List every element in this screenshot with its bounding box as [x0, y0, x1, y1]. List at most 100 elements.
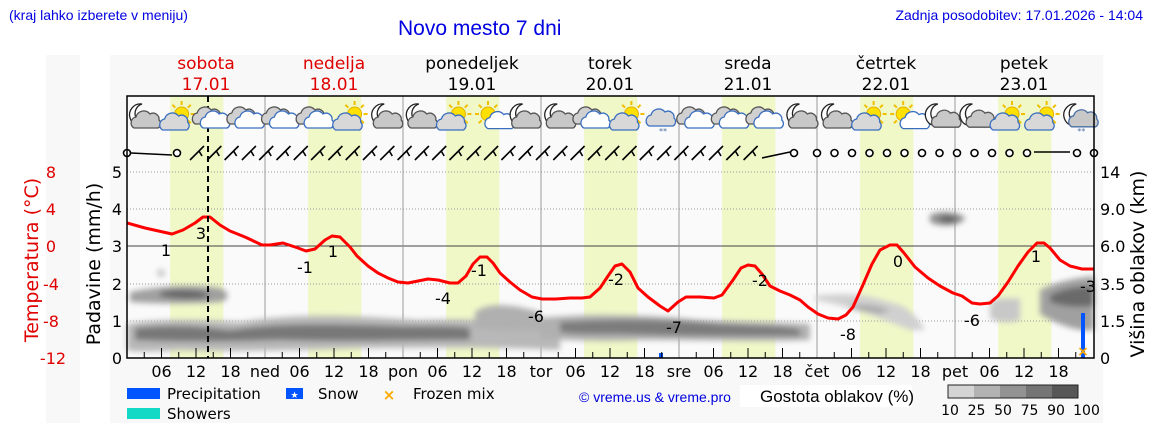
temp-annotation: -8: [840, 325, 856, 344]
day-date: 19.01: [448, 75, 497, 95]
temp-axis-panel: [46, 55, 80, 423]
day-name: sreda: [724, 54, 771, 74]
temp-annotation: 1: [161, 241, 171, 260]
moonsnow-weather-icon: **: [1063, 103, 1099, 136]
temp-annotation: -1: [471, 261, 487, 280]
moon-weather-icon: [820, 103, 854, 129]
weather-icons-row: ** **: [128, 101, 1099, 136]
svg-text:2: 2: [112, 275, 122, 294]
moon-weather-icon: [786, 103, 819, 129]
moon-weather-icon: [128, 103, 162, 129]
temp-annotation: 1: [328, 242, 338, 261]
temp-annotation: -3: [1080, 277, 1096, 296]
svg-text:50: 50: [994, 403, 1012, 419]
temp-annotation: 1: [1031, 247, 1041, 266]
svg-text:4: 4: [112, 200, 122, 219]
svg-text:1.5: 1.5: [1100, 312, 1125, 331]
sun-weather-icon: [159, 101, 195, 131]
copyright: © vreme.us & vreme.pro: [579, 389, 731, 405]
x-hour-label: 12: [186, 362, 206, 381]
svg-text:5: 5: [112, 163, 122, 182]
day-name: sobota: [177, 54, 235, 74]
cloud-weather-icon: [260, 106, 300, 129]
precip-axis-ticks: 5 4 3 2 1 0: [112, 163, 122, 368]
cloud-height-ticks: 14 9.0 6.0 3.5 1.5 0: [1100, 163, 1125, 368]
cloud-weather-icon: [676, 106, 715, 129]
x-hour-label: 18: [910, 362, 930, 381]
x-hour-label: 12: [324, 362, 344, 381]
sun-weather-icon: [435, 101, 472, 131]
x-hour-label: 12: [876, 362, 896, 381]
svg-text:-8: -8: [43, 312, 59, 331]
svg-text:0: 0: [1100, 349, 1110, 368]
x-hour-label: 18: [772, 362, 792, 381]
temp-annotation: -7: [666, 318, 682, 337]
x-day-label: ned: [250, 362, 280, 381]
svg-text:3: 3: [112, 237, 122, 256]
svg-text:1: 1: [112, 312, 122, 331]
cloud-axis-label: Višina oblakov (km): [1127, 171, 1149, 358]
moonsmall-weather-icon: [924, 103, 962, 128]
svg-text:14: 14: [1100, 163, 1120, 182]
x-hour-label: 12: [600, 362, 620, 381]
temp-axis-label: Temperatura (°C): [21, 178, 43, 343]
x-day-label: sre: [667, 362, 691, 381]
density-ticks: 10 25 50 75 90 100: [941, 403, 1100, 419]
x-hour-label: 18: [496, 362, 516, 381]
temp-axis-ticks: 8 4 0 -4 -8 -12: [40, 163, 66, 368]
moon-weather-icon: [405, 103, 438, 129]
x-hour-label: 06: [427, 362, 447, 381]
x-day-label: tor: [530, 362, 553, 381]
day-name: torek: [588, 54, 632, 74]
x-hour-label: 12: [1014, 362, 1034, 381]
temp-annotation: -2: [752, 271, 768, 290]
day-date: 17.01: [182, 75, 231, 95]
svg-text:-4: -4: [43, 275, 59, 294]
x-day-label: čet: [805, 362, 830, 381]
svg-text:-12: -12: [40, 349, 66, 368]
precipitation-bar: [659, 353, 663, 358]
x-hour-label: 06: [979, 362, 999, 381]
showers-swatch: [127, 408, 160, 419]
precipitation-swatch: [127, 388, 160, 399]
x-hour-label: 12: [738, 362, 758, 381]
moon-weather-icon: [544, 103, 577, 129]
x-hour-label: 06: [151, 362, 171, 381]
density-title: Gostota oblakov (%): [760, 387, 914, 406]
sunsmall-weather-icon: [890, 101, 931, 130]
sun-weather-icon: [851, 101, 887, 131]
day-date: 18.01: [310, 75, 359, 95]
temp-annotation: -6: [528, 307, 544, 326]
legend: Precipitation Showers ★ Snow × Frozen mi…: [127, 384, 1100, 423]
sun-weather-icon: [332, 101, 368, 131]
moon-weather-icon: [509, 103, 542, 129]
x-hour-label: 18: [220, 362, 240, 381]
cloud-weather-icon: [745, 106, 784, 129]
day-date: 21.01: [724, 75, 773, 95]
day-date: 22.01: [862, 75, 911, 95]
legend-snow: Snow: [318, 385, 358, 403]
temp-annotation: -1: [297, 258, 313, 277]
precip-axis-label: Padavine (mm/h): [83, 183, 105, 346]
day-name: petek: [1000, 54, 1048, 74]
frozen-mix-icon: ×: [383, 386, 396, 404]
sun-weather-icon: [1024, 101, 1060, 131]
temp-annotation: 3: [196, 224, 206, 243]
sun-weather-icon: [989, 101, 1025, 131]
svg-text:90: 90: [1047, 403, 1065, 419]
svg-text:10: 10: [941, 403, 959, 419]
menu-hint: (kraj lahko izberete v meniju): [9, 7, 188, 23]
density-scale: [947, 384, 1079, 399]
legend-precipitation: Precipitation: [167, 385, 261, 403]
svg-text:25: 25: [968, 403, 986, 419]
page-title: Novo mesto 7 dni: [398, 17, 562, 40]
x-hour-label: 18: [1048, 362, 1068, 381]
svg-text:0: 0: [112, 349, 122, 368]
x-hour-label: 18: [634, 362, 654, 381]
temperature-line: [126, 215, 1094, 321]
temp-annotation: -6: [964, 311, 980, 330]
svg-text:**: **: [659, 127, 667, 136]
legend-showers: Showers: [167, 405, 231, 423]
temp-annotation: -2: [608, 270, 624, 289]
moon-weather-icon: [371, 103, 404, 129]
